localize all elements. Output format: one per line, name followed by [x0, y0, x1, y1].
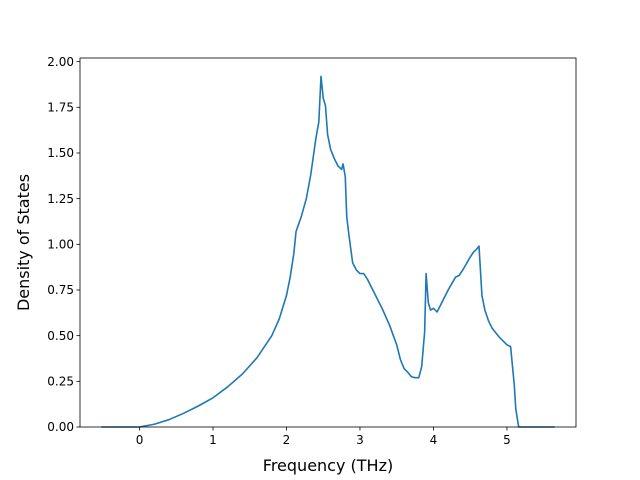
- y-tick-label: 0.25: [47, 375, 74, 389]
- y-tick-label: 1.00: [47, 238, 74, 252]
- x-tick-label: 4: [430, 433, 438, 447]
- y-tick-label: 0.75: [47, 283, 74, 297]
- y-axis-ticks: 0.00 0.25 0.50 0.75 1.00 1.25 1.50 1.75 2.00: [47, 55, 80, 434]
- x-axis-label: Frequency (THz): [263, 456, 393, 475]
- x-axis-ticks: 0 1 2 3 4 5: [136, 427, 511, 447]
- y-tick-label: 0.00: [47, 420, 74, 434]
- y-tick-label: 1.25: [47, 192, 74, 206]
- y-axis-label: Density of States: [14, 174, 33, 311]
- y-tick-label: 2.00: [47, 55, 74, 69]
- y-tick-label: 1.50: [47, 146, 74, 160]
- x-tick-label: 0: [136, 433, 144, 447]
- plot-frame: [79, 57, 577, 428]
- x-tick-label: 2: [283, 433, 291, 447]
- series-layer: [101, 75, 555, 428]
- x-tick-label: 3: [356, 433, 364, 447]
- x-tick-label: 5: [503, 433, 511, 447]
- y-tick-label: 0.50: [47, 329, 74, 343]
- dos-series-line: [101, 75, 555, 428]
- x-tick-label: 1: [209, 433, 217, 447]
- y-tick-label: 1.75: [47, 101, 74, 115]
